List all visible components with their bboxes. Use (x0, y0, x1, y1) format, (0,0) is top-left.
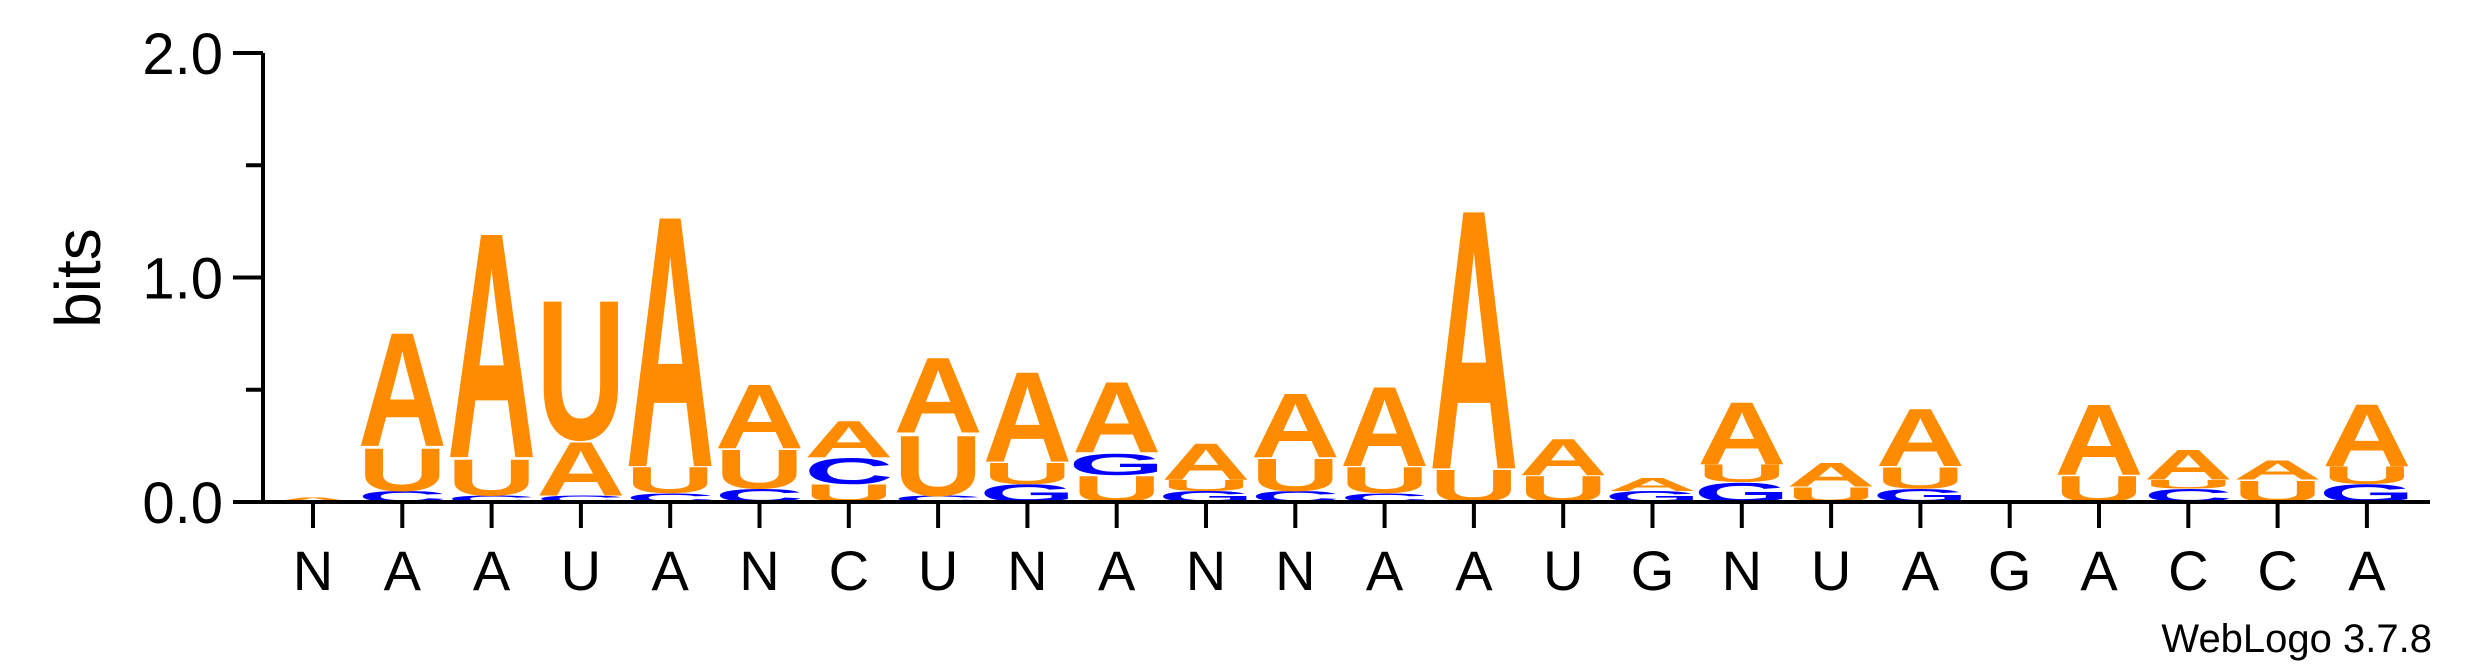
logo-letter-u: U (358, 435, 447, 504)
x-tick-label: A (1902, 539, 1940, 602)
logo-letter-a: A (1697, 383, 1786, 483)
logo-letter-a: A (1787, 456, 1876, 494)
x-tick-label: N (1186, 539, 1226, 602)
logo-letter-u: U (893, 418, 982, 514)
letter-stack: GUA (1158, 433, 1254, 506)
x-tick-label: U (1543, 539, 1583, 602)
letter-stack: GUA (1694, 383, 1790, 508)
letter-stack: UA (1786, 456, 1875, 507)
logo-letter-c: C (893, 494, 982, 504)
logo-letter-a: A (447, 165, 536, 526)
letter-stack: CUA (626, 141, 715, 544)
x-tick-label: N (1275, 539, 1315, 602)
logo-letter-a: A (983, 345, 1072, 489)
x-tick-label: N (739, 539, 779, 602)
weblogo-credit: WebLogo 3.7.8 (2161, 617, 2432, 661)
x-tick-label: N (1722, 539, 1762, 602)
y-tick-group: 0.0 1.0 2.0 (142, 22, 263, 536)
logo-letter-c: C (804, 451, 893, 492)
logo-letter-a: A (1161, 433, 1250, 491)
letter-stack: CAU (536, 260, 625, 512)
letter-stack: CUA (1251, 374, 1340, 505)
letter-stack: CUA (447, 165, 536, 526)
x-tick-label: A (1455, 539, 1493, 602)
letter-stack: A (268, 496, 357, 503)
letter-stack: CUA (715, 365, 804, 506)
x-tick-label: C (2168, 539, 2208, 602)
logo-letter-a: A (1072, 361, 1161, 474)
letter-stack: UA (2054, 383, 2143, 510)
x-tick-label: U (1811, 539, 1851, 602)
logo-letter-a: A (1519, 428, 1608, 486)
x-tick-label: C (2257, 539, 2297, 602)
y-tick-label: 0.0 (142, 471, 223, 536)
logo-letter-u: U (1251, 449, 1340, 500)
x-tick-label: A (2080, 539, 2118, 602)
letter-stack: GUA (1872, 392, 1968, 506)
letter-stack: GUA (2319, 385, 2415, 507)
logo-letter-u: U (715, 439, 804, 501)
logo-letter-c: C (536, 494, 625, 504)
x-tick-label: G (1988, 539, 2032, 602)
y-axis-title: bits (42, 228, 114, 328)
logo-letter-u: U (536, 260, 625, 483)
logo-letter-u: U (626, 460, 715, 501)
logo-letter-a: A (626, 141, 715, 544)
logo-letter-a: A (2144, 440, 2233, 488)
logo-letter-u: U (1876, 461, 1965, 495)
logo-letter-g: G (1069, 448, 1165, 482)
logo-letter-a: A (358, 298, 447, 481)
logo-letter-a: A (1251, 374, 1340, 477)
logo-letter-u: U (1161, 477, 1250, 494)
logo-letter-a: A (804, 410, 893, 468)
letter-stack: UA (1519, 428, 1608, 510)
logo-letter-a: A (1429, 131, 1518, 547)
letter-stack: CUA (893, 335, 982, 514)
x-tick-label: A (652, 539, 690, 602)
letter-stack: CUA (2144, 440, 2233, 506)
letter-stack: UGA (1069, 361, 1165, 510)
letter-stack: UA (1429, 131, 1518, 547)
letter-stack: GUA (979, 345, 1075, 507)
x-tick-label: A (2348, 539, 2386, 602)
logo-letter-u: U (2144, 477, 2233, 491)
y-tick-label: 1.0 (142, 247, 223, 312)
logo-letter-a: A (1340, 364, 1429, 491)
x-tick-label: A (1098, 539, 1136, 602)
logo-letter-a: A (2322, 385, 2411, 485)
x-tick-label: A (473, 539, 511, 602)
logo-letter-a: A (1608, 474, 1697, 495)
x-tick-label: N (1007, 539, 1047, 602)
logo-letter-a: A (715, 365, 804, 468)
y-tick-label: 2.0 (142, 22, 223, 87)
logo-letter-u: U (1340, 460, 1429, 501)
letter-stack: CUA (1340, 364, 1429, 505)
logo-letter-a: A (536, 426, 625, 512)
logo-letter-a: A (2054, 383, 2143, 496)
logo-letter-a: A (268, 496, 357, 503)
x-tick-label: C (829, 539, 869, 602)
logo-letter-a: A (2233, 455, 2322, 486)
x-tick-label: N (293, 539, 333, 602)
letter-stack: CUA (358, 298, 447, 505)
logo-letter-u: U (447, 448, 536, 506)
x-tick-label: U (918, 539, 958, 602)
x-tick-label: G (1631, 539, 1675, 602)
x-tick-label: A (384, 539, 422, 602)
logo-letter-u: U (2322, 462, 2411, 490)
letter-stack: UCA (804, 410, 893, 507)
logo-letter-c: C (447, 494, 536, 504)
logo-letter-a: A (1876, 392, 1965, 484)
logo-letter-u: U (983, 457, 1072, 491)
x-tick-label: U (561, 539, 601, 602)
x-tick-label: A (1366, 539, 1404, 602)
logo-letter-u: U (1697, 459, 1786, 487)
logo-letter-a: A (893, 335, 982, 456)
